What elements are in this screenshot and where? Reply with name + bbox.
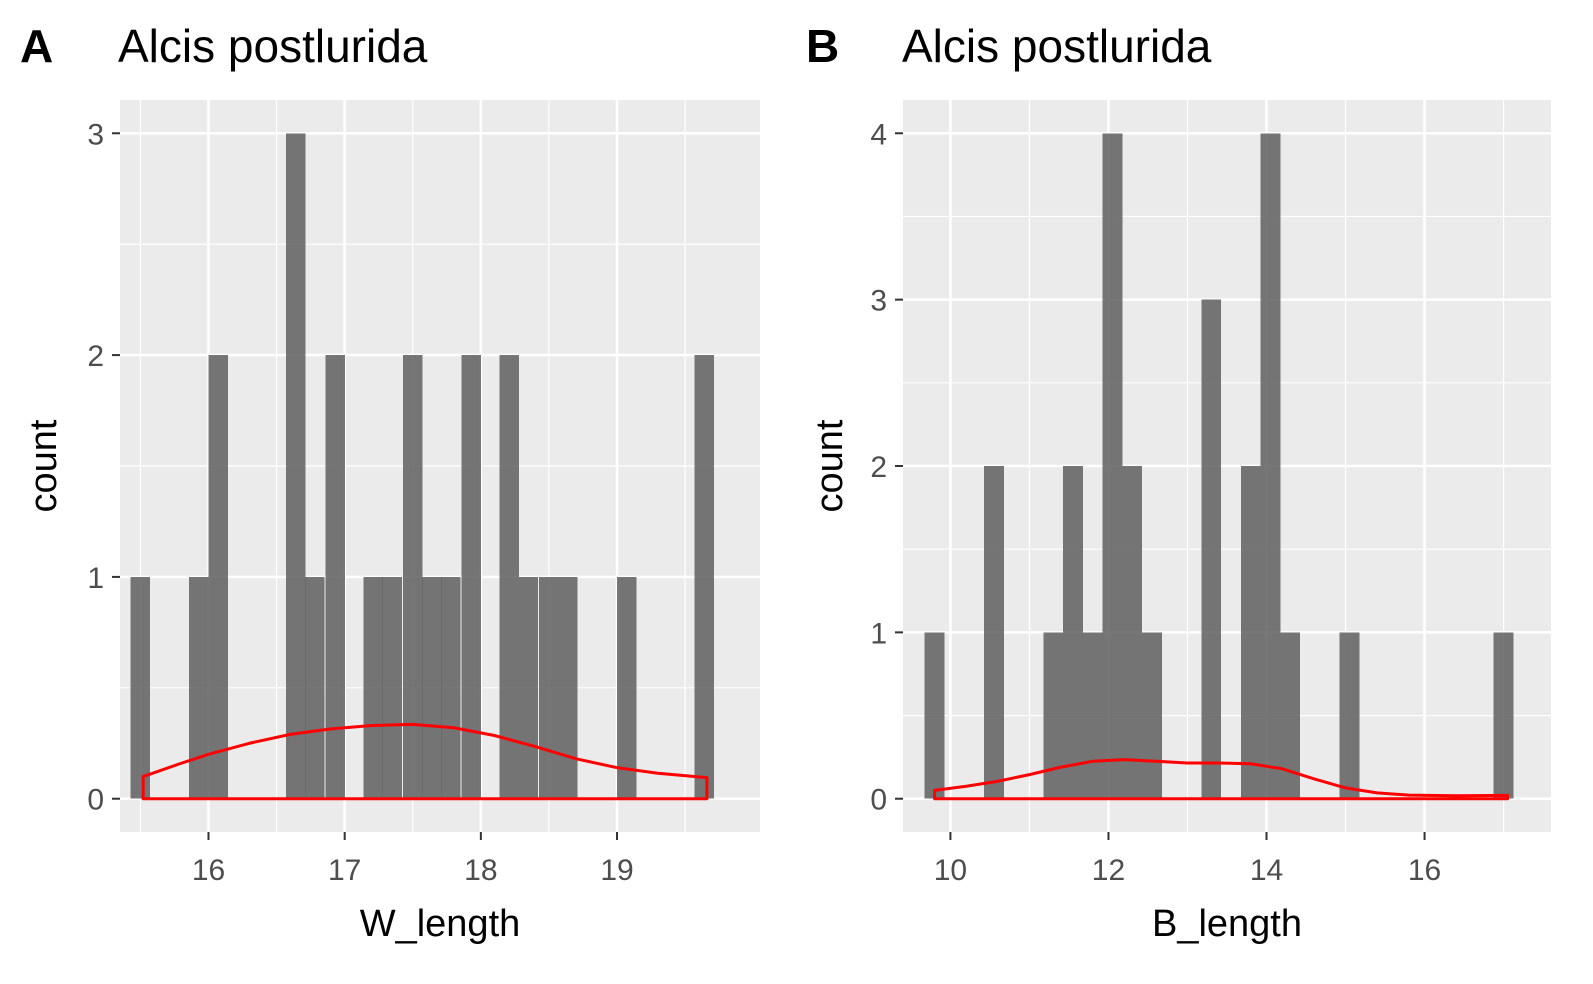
y-tick-label: 2: [870, 451, 887, 484]
panel-a-x-axis-title: W_length: [360, 903, 521, 945]
y-tick-label: 1: [870, 617, 887, 650]
panel-b-x-axis-title: B_length: [1152, 903, 1302, 945]
y-tick-label: 0: [87, 784, 104, 817]
histogram-bar: [558, 576, 578, 799]
panel-a-tag: A: [20, 20, 53, 72]
histogram-bar: [1082, 632, 1103, 799]
histogram-bar: [403, 355, 423, 799]
histogram-bar: [1240, 466, 1261, 799]
histogram-bar: [382, 576, 403, 799]
histogram-bar: [1063, 466, 1083, 799]
histogram-bar: [924, 632, 945, 799]
histogram-bar: [539, 576, 559, 799]
histogram-bar: [304, 576, 325, 799]
x-tick-label: 16: [1408, 854, 1441, 887]
histogram-bar: [325, 355, 345, 799]
panel-a-density-curve: [141, 722, 709, 801]
panel-b-y-axis-title: count: [809, 419, 851, 512]
histogram-bar: [694, 355, 714, 799]
histogram-bar: [189, 576, 209, 799]
x-tick-label: 14: [1250, 854, 1283, 887]
histogram-bar: [363, 576, 384, 799]
histogram-bar: [1122, 466, 1143, 799]
histogram-bar: [1493, 632, 1514, 799]
histogram-bar: [1280, 632, 1301, 799]
panel-a-y-axis-title: count: [23, 419, 65, 512]
histogram-bar: [130, 576, 151, 799]
panel-b-density-curve: [933, 758, 1510, 801]
histogram-bar: [984, 466, 1004, 799]
histogram-bar: [1201, 299, 1222, 799]
x-tick-label: 12: [1092, 854, 1125, 887]
panel-a-bars: [130, 133, 714, 799]
panel-b-title: Alcis postlurida: [902, 20, 1212, 72]
x-tick-label: 18: [464, 854, 497, 887]
panel-a-title: Alcis postlurida: [118, 20, 428, 72]
histogram-bar: [518, 576, 539, 799]
histogram-bar: [499, 355, 520, 799]
y-tick-label: 2: [87, 340, 104, 373]
x-tick-label: 19: [600, 854, 633, 887]
y-tick-label: 1: [87, 562, 104, 595]
histogram-bar: [1339, 632, 1360, 799]
histogram-bar: [422, 576, 442, 799]
panel-a: A Alcis postlurida 16 17 18 19 0 1 2 3 W_length…: [20, 20, 760, 945]
histogram-bar: [616, 576, 637, 799]
histogram-bar: [208, 355, 228, 799]
histogram-bar: [285, 133, 306, 799]
histogram-bar: [1102, 133, 1123, 799]
histogram-bar: [441, 576, 461, 799]
x-tick-label: 17: [328, 854, 361, 887]
y-tick-label: 3: [87, 118, 104, 151]
y-tick-label: 3: [870, 285, 887, 318]
histogram-bar: [1142, 632, 1162, 799]
histogram-bar: [1260, 133, 1281, 799]
histogram-bar: [1043, 632, 1064, 799]
y-tick-label: 0: [870, 784, 887, 817]
x-tick-label: 16: [192, 854, 225, 887]
y-tick-label: 4: [870, 118, 887, 151]
histogram-bar: [461, 355, 482, 799]
x-tick-label: 10: [934, 854, 967, 887]
panel-a-ticks: 16 17 18 19 0 1 2 3: [87, 118, 633, 887]
panel-b-bars: [924, 133, 1514, 799]
panel-b-tag: B: [806, 20, 839, 72]
